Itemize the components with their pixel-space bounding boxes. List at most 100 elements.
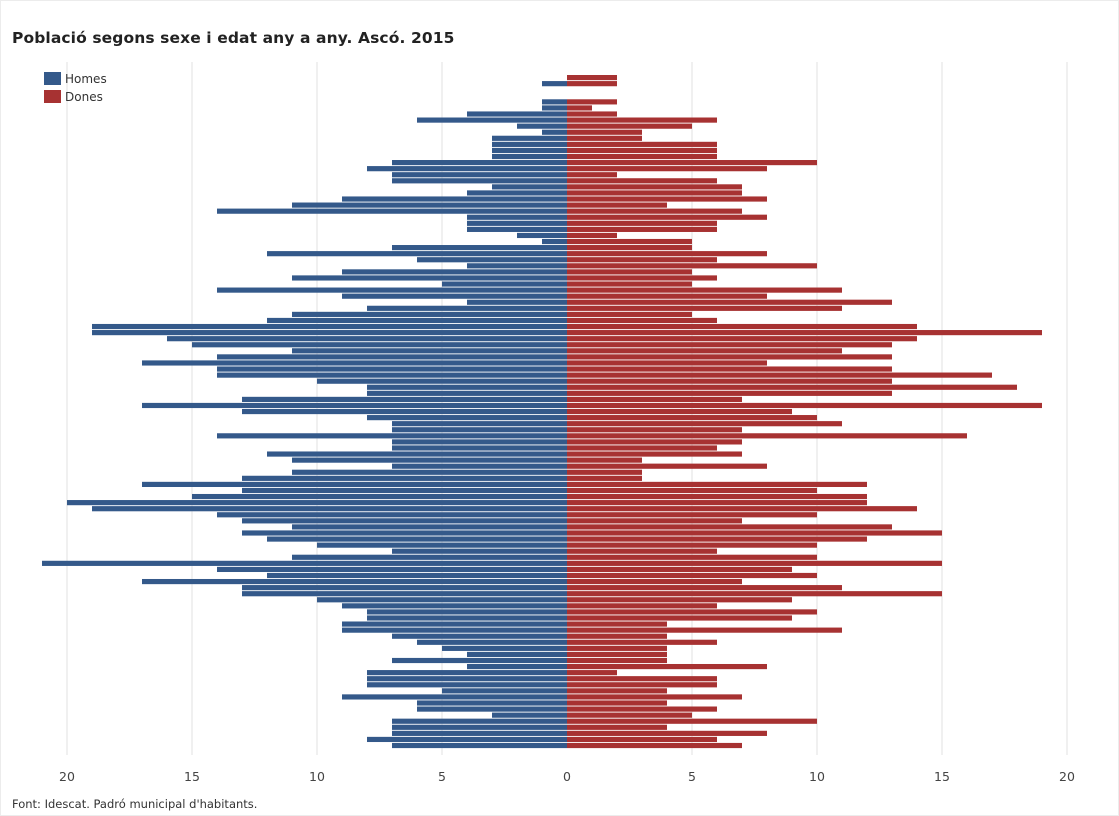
- bar-dones: [567, 585, 842, 591]
- bar-homes: [292, 457, 567, 463]
- legend: Homes Dones: [44, 72, 107, 104]
- bar-homes: [217, 566, 567, 573]
- bar-homes: [392, 245, 567, 251]
- bar-dones: [567, 530, 942, 536]
- bar-homes: [492, 184, 567, 190]
- bar-dones: [567, 445, 717, 451]
- bar-homes: [317, 597, 567, 603]
- bar-dones: [567, 147, 717, 154]
- bar-homes: [292, 348, 567, 354]
- legend-label-homes: Homes: [65, 72, 107, 86]
- bar-homes: [417, 706, 567, 712]
- bar-homes: [267, 317, 567, 324]
- bar-homes: [292, 469, 567, 475]
- bar-dones: [567, 311, 692, 317]
- bar-dones: [567, 591, 942, 597]
- gridlines: [66, 62, 1068, 755]
- x-tick-label: 10: [809, 769, 825, 784]
- bar-homes: [367, 736, 567, 743]
- bar-dones: [567, 293, 767, 299]
- bar-homes: [367, 305, 567, 311]
- bar-homes: [492, 147, 567, 154]
- bar-dones: [567, 105, 592, 111]
- bar-dones: [567, 342, 892, 348]
- bar-homes: [467, 226, 567, 232]
- bar-homes: [467, 190, 567, 196]
- bar-homes: [492, 135, 567, 141]
- bar-dones: [567, 336, 917, 342]
- bar-dones: [567, 560, 942, 566]
- bar-dones: [567, 724, 667, 730]
- bar-homes: [342, 603, 567, 609]
- bar-homes: [392, 160, 567, 166]
- x-tick-label: 20: [59, 769, 75, 784]
- bars: [42, 75, 1042, 749]
- bar-homes: [542, 99, 567, 105]
- bar-dones: [567, 190, 742, 196]
- bar-dones: [567, 524, 892, 530]
- bar-homes: [92, 323, 567, 330]
- bar-dones: [567, 548, 717, 554]
- x-tick-label: 15: [934, 769, 950, 784]
- bar-homes: [392, 657, 567, 664]
- bar-dones: [567, 615, 792, 621]
- bar-homes: [417, 700, 567, 706]
- bar-dones: [567, 663, 767, 670]
- bar-dones: [567, 172, 617, 178]
- bar-homes: [517, 232, 567, 239]
- bar-dones: [567, 317, 717, 324]
- bar-dones: [567, 742, 742, 749]
- bar-dones: [567, 597, 792, 603]
- bar-homes: [367, 670, 567, 676]
- bar-dones: [567, 305, 842, 311]
- bar-homes: [217, 512, 567, 518]
- bar-homes: [367, 609, 567, 615]
- bar-homes: [467, 220, 567, 226]
- bar-homes: [342, 621, 567, 627]
- bar-dones: [567, 578, 742, 585]
- bar-homes: [142, 402, 567, 409]
- bar-homes: [242, 487, 567, 494]
- bar-homes: [367, 415, 567, 421]
- bar-homes: [92, 330, 567, 336]
- x-tick-label: 20: [1059, 769, 1075, 784]
- bar-homes: [392, 463, 567, 469]
- bar-dones: [567, 220, 717, 226]
- bar-homes: [392, 724, 567, 730]
- bar-dones: [567, 251, 767, 257]
- bar-dones: [567, 572, 817, 579]
- bar-dones: [567, 676, 717, 682]
- bar-dones: [567, 694, 742, 700]
- bar-homes: [442, 688, 567, 694]
- bar-homes: [467, 111, 567, 117]
- bar-dones: [567, 123, 692, 129]
- bar-homes: [542, 129, 567, 135]
- bar-homes: [342, 694, 567, 700]
- bar-dones: [567, 457, 642, 463]
- bar-homes: [342, 269, 567, 275]
- bar-dones: [567, 566, 792, 573]
- bar-dones: [567, 651, 667, 658]
- bar-homes: [267, 251, 567, 257]
- bar-dones: [567, 330, 1042, 336]
- bar-homes: [367, 390, 567, 396]
- bar-homes: [392, 548, 567, 554]
- bar-dones: [567, 111, 617, 117]
- bar-dones: [567, 75, 617, 81]
- bar-homes: [392, 730, 567, 736]
- bar-homes: [442, 645, 567, 651]
- x-tick-label: 15: [184, 769, 200, 784]
- bar-homes: [267, 572, 567, 579]
- bar-dones: [567, 402, 1042, 409]
- bar-homes: [217, 354, 567, 360]
- bar-dones: [567, 287, 842, 293]
- bar-dones: [567, 427, 742, 433]
- bar-dones: [567, 433, 967, 439]
- bar-dones: [567, 408, 792, 415]
- bar-dones: [567, 245, 692, 251]
- bar-dones: [567, 178, 717, 184]
- bar-homes: [367, 384, 567, 390]
- bar-homes: [392, 718, 567, 724]
- bar-homes: [217, 208, 567, 214]
- bar-homes: [292, 202, 567, 208]
